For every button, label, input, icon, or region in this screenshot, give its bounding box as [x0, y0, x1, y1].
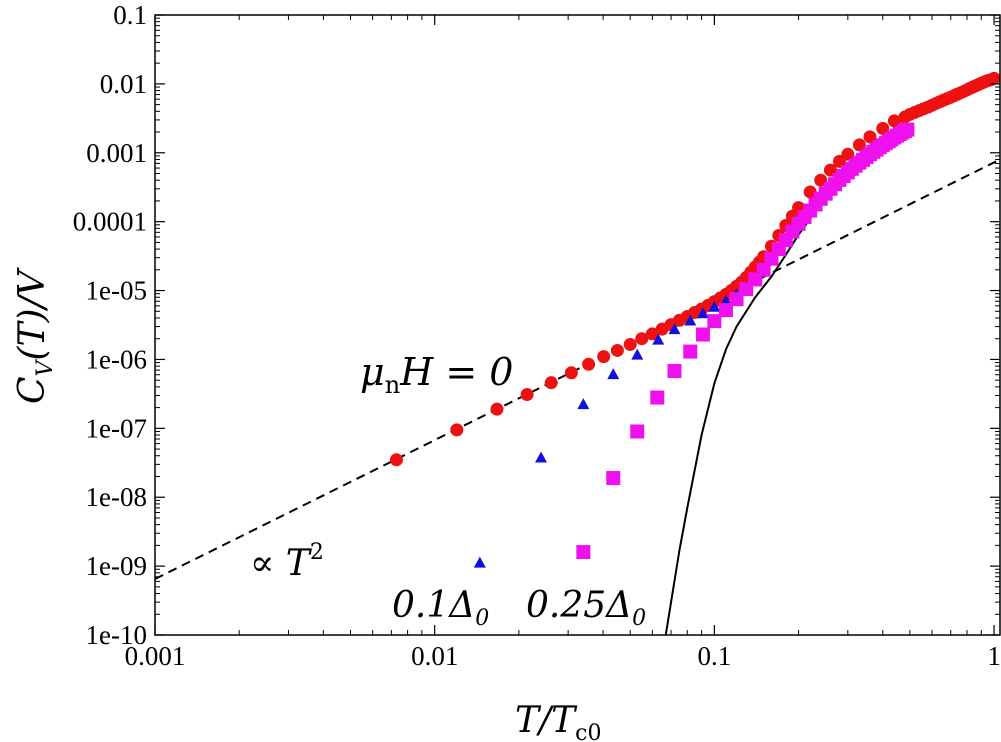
point-h0: [490, 402, 504, 416]
point-h0: [564, 366, 578, 380]
y-tick-label: 1e-09: [86, 551, 147, 581]
y-tick-label: 1e-06: [86, 344, 147, 374]
y-tick-label: 1e-07: [86, 413, 147, 443]
point-0-1-delta0: [719, 294, 732, 306]
point-h0: [610, 343, 624, 357]
point-0-25-delta0: [718, 303, 733, 318]
point-h0: [582, 357, 596, 371]
x-tick-label: 1: [987, 641, 1001, 671]
point-0-25-delta0: [900, 122, 915, 137]
point-h0: [852, 138, 866, 152]
point-h0: [597, 350, 611, 364]
y-tick-label: 1e-05: [86, 276, 147, 306]
point-0-25-delta0: [695, 327, 710, 342]
y-tick-label: 0.1: [113, 0, 147, 30]
y-tick-label: 0.01: [100, 69, 147, 99]
gapped-solid-curve: [664, 203, 822, 635]
x-axis-label: T/Tc0: [515, 700, 601, 742]
point-0-1-delta0: [535, 451, 548, 463]
annotation-propto-t2: ∝ T2: [250, 540, 324, 584]
point-h0: [389, 453, 403, 467]
point-0-25-delta0: [606, 471, 621, 486]
x-tick-label: 0.001: [125, 641, 186, 671]
point-0-25-delta0: [756, 262, 771, 277]
y-tick-label: 0.001: [86, 138, 147, 168]
x-tick-label: 0.01: [411, 641, 458, 671]
point-h0: [987, 71, 1000, 85]
y-tick-label: 1e-08: [86, 482, 147, 512]
annotation-0-25-delta0: 0.25Δ0: [526, 585, 646, 631]
point-0-1-delta0: [696, 307, 709, 319]
point-h0: [841, 147, 855, 161]
point-0-25-delta0: [683, 344, 698, 359]
point-0-1-delta0: [473, 556, 486, 568]
point-0-25-delta0: [576, 545, 591, 560]
point-0-1-delta0: [684, 314, 697, 326]
point-h0: [803, 185, 817, 199]
point-0-1-delta0: [607, 368, 620, 380]
point-0-25-delta0: [650, 390, 665, 405]
point-0-1-delta0: [652, 333, 665, 345]
point-h0: [887, 114, 901, 128]
point-h0: [450, 423, 464, 437]
point-h0: [876, 122, 890, 136]
point-0-1-delta0: [631, 348, 644, 360]
point-0-1-delta0: [668, 323, 681, 335]
point-0-25-delta0: [707, 314, 722, 329]
point-h0: [623, 337, 637, 351]
point-h0: [520, 387, 534, 401]
point-h0: [544, 376, 558, 390]
point-h0: [645, 327, 659, 341]
point-h0: [863, 130, 877, 144]
x-tick-label: 0.1: [698, 641, 732, 671]
y-axis-label: CV(T)/V: [12, 266, 58, 404]
t2-dashed-line: [155, 158, 1000, 580]
point-0-1-delta0: [708, 300, 721, 312]
annotation-0-1-delta0: 0.1Δ0: [392, 585, 489, 631]
point-0-1-delta0: [577, 398, 590, 410]
y-tick-label: 0.0001: [73, 207, 147, 237]
point-0-25-delta0: [630, 424, 645, 439]
point-h0: [635, 332, 649, 346]
annotation-mu-h-zero: μnH = 0: [360, 350, 514, 399]
y-tick-label: 1e-10: [86, 620, 147, 650]
point-0-25-delta0: [667, 363, 682, 378]
plot-frame: [154, 14, 1001, 636]
